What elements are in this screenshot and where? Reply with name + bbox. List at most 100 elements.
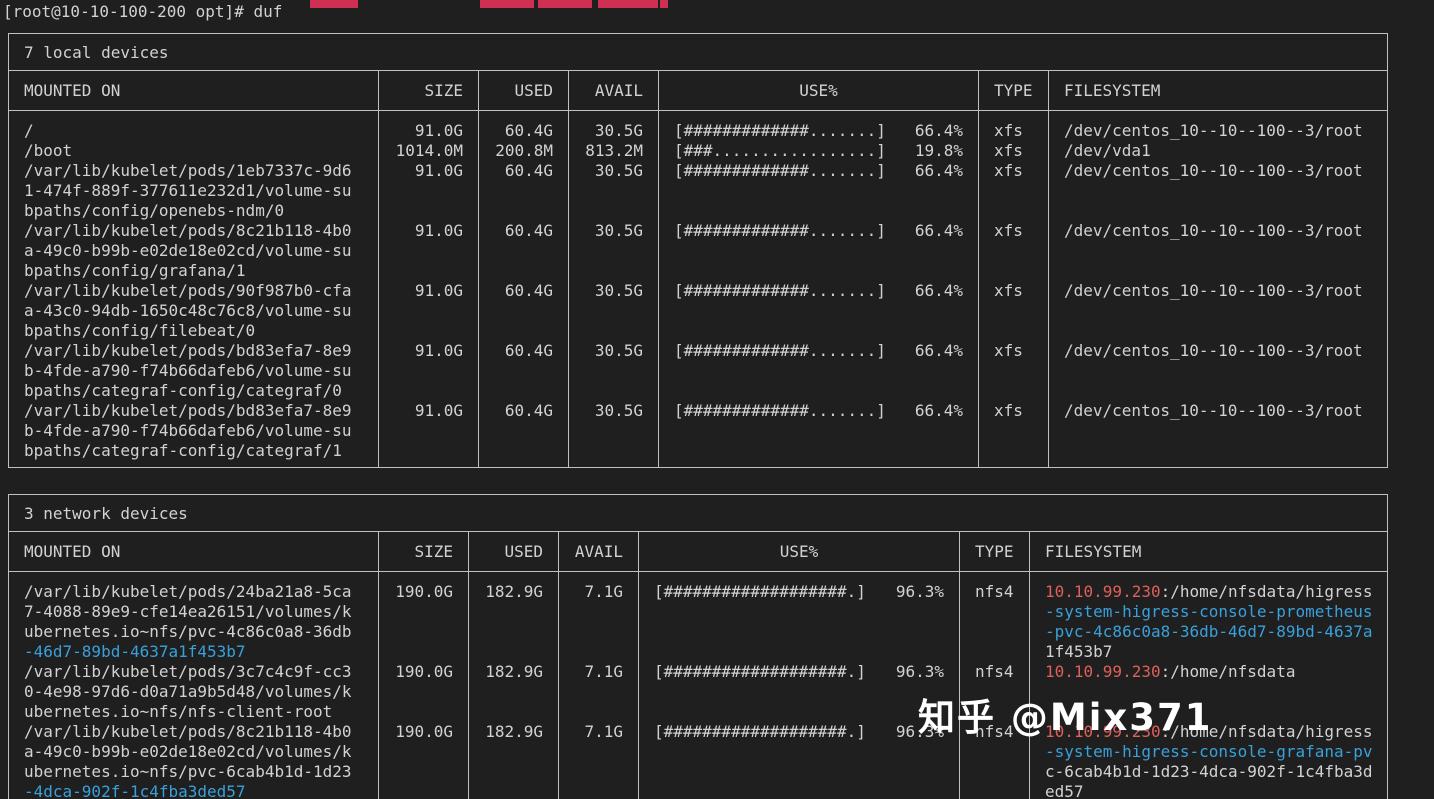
text-segment: /var/lib/kubelet/pods/1eb7337c-9d6 [24,161,352,180]
filesystem-line: 10.10.99.230:/home/nfsdata [1045,662,1372,682]
table-header-row: MOUNTED ON SIZE USED AVAIL USE% TYPE FILESYSTE… [9,532,1387,572]
mounted-on-line: ubernetes.io~nfs/pvc-6cab4b1d-1d23 [24,762,363,782]
usage-bar: [#############.......] [674,281,886,300]
mounted-on-cell: /var/lib/kubelet/pods/24ba21a8-5ca 7-4088… [9,572,378,662]
avail-cell: 7.1G [558,662,638,722]
filesystem-line: -pvc-4c86c0a8-36db-46d7-89bd-4637a [1045,622,1373,642]
mounted-on-line: /var/lib/kubelet/pods/bd83efa7-8e9 [24,341,363,361]
watermark: 知乎 @Mix371 [918,696,1213,739]
usage-bar: [#############.......] [674,221,886,240]
usage-percent: 66.4% [914,161,963,180]
text-segment: 10.10.99.230 [1045,582,1161,601]
avail-cell: 30.5G [568,401,658,467]
text-segment: /boot [24,141,73,160]
device-row: /var/lib/kubelet/pods/bd83efa7-8e9 b-4fde… [9,341,1387,401]
filesystem-cell: 10.10.99.230:/home/nfsdata/higress -syste… [1029,572,1388,662]
mounted-on-line: a-49c0-b99b-e02de18e02cd/volumes/k [24,742,363,762]
device-row: /var/lib/kubelet/pods/3c7c4c9f-cc3 0-4e98… [9,662,1387,722]
text-segment: -46d7-89bd-4637a1f453b7 [24,642,246,661]
mounted-on-line: 7-4088-89e9-cfe14ea26151/volumes/k [24,602,363,622]
red-highlight-fragment [660,0,668,8]
size-cell: 190.0G [378,572,468,662]
filesystem-cell: 10.10.99.230:/home/nfsdata/higress -syste… [1029,722,1388,799]
column-header-type: TYPE [959,532,1029,571]
usage-bar: [###################.] [654,662,866,681]
filesystem-line: /dev/centos_10--10--100--3/root [1064,221,1372,241]
use-percent-cell: [#############.......] 66.4% [658,401,978,467]
usage-bar: [###.................] [674,141,886,160]
use-percent-cell: [#############.......] 66.4% [658,221,978,281]
text-segment: bpaths/config/grafana/1 [24,261,246,280]
size-cell: 91.0G [378,281,478,341]
type-cell: xfs [978,401,1048,467]
mounted-on-line: bpaths/categraf-config/categraf/0 [24,381,363,401]
text-segment: c-6cab4b1d-1d23-4dca-902f-1c4fba3d [1045,762,1373,781]
text-segment: ubernetes.io~nfs/pvc-6cab4b1d-1d23 [24,762,352,781]
mounted-on-line: ubernetes.io~nfs/nfs-client-root [24,702,363,722]
mounted-on-line: b-4fde-a790-f74b66dafeb6/volume-su [24,361,363,381]
text-segment: 1-474f-889f-377611e232d1/volume-su [24,181,352,200]
text-segment: b-4fde-a790-f74b66dafeb6/volume-su [24,421,352,440]
usage-bar: [#############.......] [674,161,886,180]
filesystem-line: 1f453b7 [1045,642,1373,662]
mounted-on-cell: / [9,111,378,141]
type-cell: xfs [978,341,1048,401]
command-prompt: [root@10-10-100-200 opt]# duf [3,2,283,21]
type-cell: xfs [978,221,1048,281]
text-segment: /var/lib/kubelet/pods/24ba21a8-5ca [24,582,352,601]
mounted-on-line: ubernetes.io~nfs/pvc-4c86c0a8-36db [24,622,363,642]
column-header-used: USED [478,71,568,110]
type-cell: xfs [978,281,1048,341]
mounted-on-line: /boot [24,141,363,161]
text-segment: /var/lib/kubelet/pods/90f987b0-cfa [24,281,352,300]
device-row: /boot 1014.0M 200.8M 813.2M [###............… [9,141,1387,161]
text-segment: /var/lib/kubelet/pods/8c21b118-4b0 [24,221,352,240]
type-cell: xfs [978,161,1048,221]
used-cell: 60.4G [478,281,568,341]
text-segment: /var/lib/kubelet/pods/3c7c4c9f-cc3 [24,662,352,681]
filesystem-cell: /dev/centos_10--10--100--3/root [1048,111,1387,141]
usage-bar: [#############.......] [674,341,886,360]
red-highlight-fragment [598,0,658,8]
mounted-on-line: /var/lib/kubelet/pods/3c7c4c9f-cc3 [24,662,363,682]
filesystem-cell: /dev/centos_10--10--100--3/root [1048,341,1387,401]
mounted-on-line: -4dca-902f-1c4fba3ded57 [24,782,363,799]
usage-percent: 66.4% [914,281,963,300]
usage-bar: [###################.] [654,582,866,601]
text-segment: b-4fde-a790-f74b66dafeb6/volume-su [24,361,352,380]
column-header-type: TYPE [978,71,1048,110]
mounted-on-line: 0-4e98-97d6-d0a71a9b5d48/volumes/k [24,682,363,702]
type-cell: xfs [978,111,1048,141]
text-segment: 10.10.99.230 [1045,662,1161,681]
filesystem-line: /dev/centos_10--10--100--3/root [1064,121,1372,141]
device-row: / 91.0G 60.4G 30.5G [#############.......] 66… [9,111,1387,141]
type-cell: nfs4 [959,662,1029,722]
mounted-on-cell: /var/lib/kubelet/pods/1eb7337c-9d6 1-474f… [9,161,378,221]
text-segment: /dev/centos_10--10--100--3/root [1064,401,1363,420]
usage-percent: 19.8% [914,141,963,160]
text-segment: :/home/nfsdata/higress [1160,722,1373,741]
filesystem-cell: 10.10.99.230:/home/nfsdata [1029,662,1387,722]
text-segment: :/home/nfsdata [1160,662,1296,681]
usage-percent: 96.3% [895,722,944,741]
usage-percent: 96.3% [895,582,944,601]
column-header-used: USED [468,532,558,571]
filesystem-line: -system-higress-console-prometheus [1045,602,1373,622]
avail-cell: 7.1G [558,722,638,799]
local-devices-table: 7 local devices MOUNTED ON SIZE USED AVAIL US… [8,33,1388,468]
use-percent-cell: [#############.......] 66.4% [658,111,978,141]
text-segment: /var/lib/kubelet/pods/bd83efa7-8e9 [24,341,352,360]
mounted-on-line: 1-474f-889f-377611e232d1/volume-su [24,181,363,201]
filesystem-line: ed57 [1045,782,1373,799]
text-segment: a-43c0-94db-1650c48c76c8/volume-su [24,301,352,320]
avail-cell: 30.5G [568,221,658,281]
usage-percent: 66.4% [914,341,963,360]
use-percent-cell: [###################.] 96.3% [638,572,959,662]
use-percent-cell: [#############.......] 66.4% [658,281,978,341]
mounted-on-cell: /var/lib/kubelet/pods/8c21b118-4b0 a-49c0… [9,221,378,281]
size-cell: 91.0G [378,161,478,221]
avail-cell: 30.5G [568,111,658,141]
avail-cell: 813.2M [568,141,658,161]
text-segment: 10.10.99.230 [1045,722,1161,741]
mounted-on-line: /var/lib/kubelet/pods/24ba21a8-5ca [24,582,363,602]
